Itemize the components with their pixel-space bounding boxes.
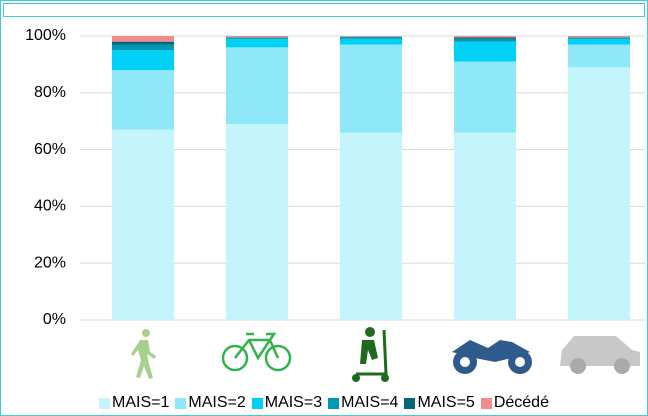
bike-icon — [221, 332, 292, 372]
bar-segment — [112, 36, 174, 42]
legend-label: MAIS=5 — [417, 394, 475, 411]
legend-label: MAIS=2 — [188, 394, 246, 411]
bar-segment — [568, 36, 630, 38]
motorbike-icon — [452, 340, 532, 374]
bar-segment — [454, 61, 516, 133]
bar-segment — [112, 41, 174, 45]
top-strip — [3, 3, 645, 17]
legend-label: Décédé — [493, 394, 549, 411]
pedestrian-icon — [131, 329, 156, 379]
legend-swatch — [404, 397, 416, 409]
bar-segment — [568, 44, 630, 68]
y-tick-label: 20% — [34, 254, 66, 271]
bar-segment — [112, 70, 174, 130]
bar-segment — [226, 37, 288, 39]
bar-segment — [340, 132, 402, 320]
legend-item: MAIS=3 — [251, 394, 323, 412]
legend-item: MAIS=2 — [175, 394, 246, 412]
bar-segment — [226, 124, 288, 320]
scooter-icon — [352, 327, 389, 382]
legend-item: MAIS=1 — [99, 394, 169, 412]
legend-swatch — [328, 397, 340, 409]
bar-segment — [340, 44, 402, 133]
bar-segment — [112, 129, 174, 320]
y-tick-label: 60% — [34, 141, 66, 158]
bar-segment — [340, 38, 402, 45]
bar-segment — [226, 38, 288, 48]
bar-segment — [454, 41, 516, 62]
legend-swatch — [251, 397, 263, 409]
legend-label: MAIS=4 — [341, 394, 399, 411]
y-tick-label: 0% — [43, 311, 66, 328]
bar-segment — [226, 36, 288, 38]
legend-swatch — [480, 397, 492, 409]
y-tick-label: 80% — [34, 84, 66, 101]
bar-segment — [454, 37, 516, 39]
legend-swatch — [175, 397, 187, 409]
legend-item: MAIS=5 — [404, 394, 475, 412]
bar-segment — [340, 36, 402, 37]
legend-item: MAIS=4 — [328, 394, 398, 412]
bar-segment — [340, 36, 402, 39]
legend-label: MAIS=3 — [264, 394, 323, 411]
y-tick-label: 100% — [25, 27, 66, 44]
legend-item: Décédé — [480, 394, 549, 412]
legend-swatch — [99, 397, 111, 409]
bar-segment — [454, 132, 516, 320]
bar-segment — [568, 67, 630, 321]
car-icon — [560, 336, 640, 374]
plot: 0% 20% 40% 60% 80% 100% — [25, 27, 645, 328]
bar-segment — [112, 50, 174, 71]
bar-segment — [112, 44, 174, 51]
y-tick-label: 40% — [34, 198, 66, 215]
bar-segment — [454, 38, 516, 42]
bar-segment — [568, 38, 630, 45]
bar-segment — [454, 36, 516, 38]
legend-label: MAIS=1 — [112, 394, 170, 411]
bar-segment — [226, 47, 288, 125]
legend: MAIS=1 MAIS=2 MAIS=3 MAIS=4 MAIS=5 Décédé — [0, 394, 648, 412]
bar-segment — [568, 37, 630, 39]
